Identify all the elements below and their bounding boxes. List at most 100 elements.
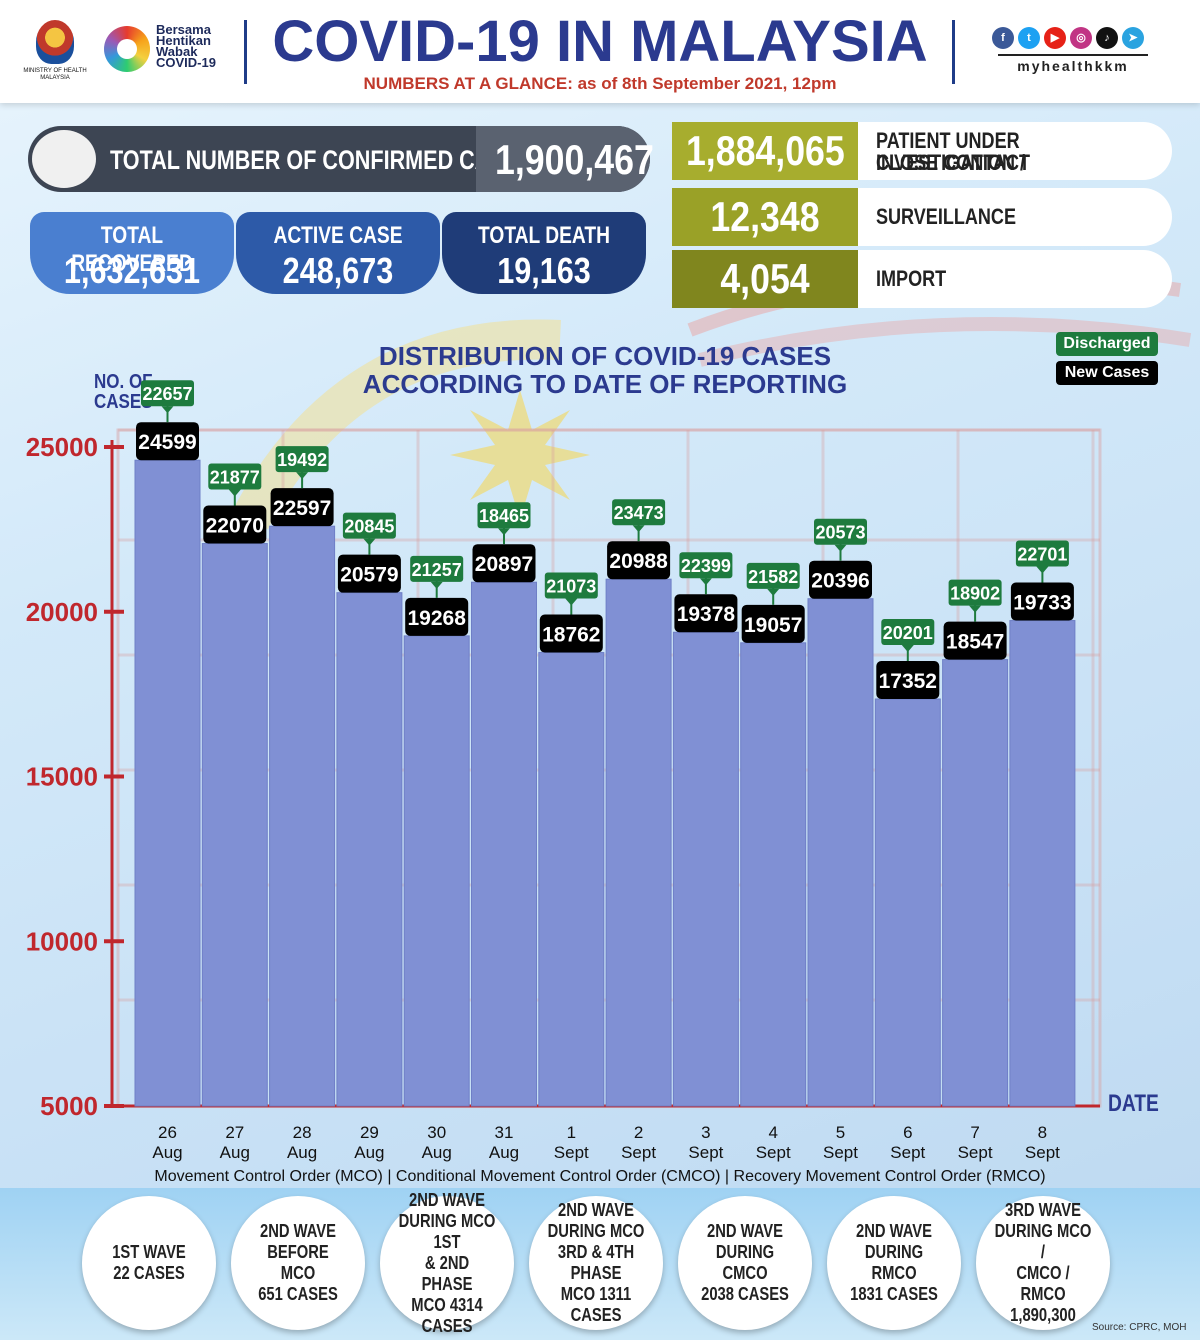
surveillance-value-box: 12,348 — [672, 188, 858, 246]
discharged-pointer — [161, 406, 174, 414]
x-tick-label: Aug — [152, 1143, 182, 1162]
campaign-mark-icon — [104, 26, 150, 72]
x-tick-label: Aug — [489, 1143, 519, 1162]
confirmed-value-box — [476, 126, 650, 192]
x-tick-label: 2 — [634, 1123, 643, 1142]
discharged-label: 21877 — [210, 468, 260, 488]
instagram-icon[interactable]: ◎ — [1070, 27, 1092, 49]
new-cases-label-bg — [270, 488, 334, 527]
y-axis-label: NO. OF CASES — [94, 372, 153, 412]
new-cases-label-bg — [1010, 582, 1074, 621]
bar-new-cases — [1009, 620, 1076, 1107]
telegram-icon[interactable]: ➤ — [1122, 27, 1144, 49]
discharged-label-bg — [275, 446, 329, 473]
youtube-icon[interactable]: ▶ — [1044, 27, 1066, 49]
x-tick-label: Sept — [890, 1143, 925, 1162]
discharged-label-bg — [208, 463, 262, 490]
import-row: 4,054 IMPORT — [672, 250, 1172, 308]
wave-text: 2ND WAVE DURING MCO 3RD & 4TH PHASE MCO … — [547, 1200, 645, 1325]
discharged-label-bg — [410, 555, 464, 582]
new-cases-label-bg — [607, 541, 671, 580]
pui-label-line1: PATIENT UNDER INVESTIGATION / — [876, 128, 1026, 175]
x-tick-label: 4 — [768, 1123, 777, 1142]
discharged-pointer — [901, 645, 914, 653]
ministry-crest-logo: MINISTRY OF HEALTH MALAYSIA — [22, 18, 88, 88]
discharged-label: 22399 — [681, 556, 731, 576]
x-tick-label: 26 — [158, 1123, 177, 1142]
discharged-label-bg — [544, 572, 598, 599]
discharged-label: 23473 — [614, 503, 664, 523]
new-cases-label: 19733 — [1013, 592, 1071, 615]
import-label-box: IMPORT — [858, 250, 1172, 308]
discharged-label-bg — [1015, 540, 1069, 567]
bar-new-cases — [672, 631, 739, 1107]
wave-circle: 3RD WAVE DURING MCO / CMCO / RMCO 1,890,… — [976, 1196, 1110, 1330]
new-cases-label-bg — [741, 604, 805, 643]
new-cases-label: 22070 — [206, 515, 264, 538]
x-tick-label: Sept — [1025, 1143, 1060, 1162]
crest-emblem-icon — [36, 20, 74, 64]
bar-new-cases — [740, 642, 807, 1107]
wave-text: 3RD WAVE DURING MCO / CMCO / RMCO 1,890,… — [994, 1200, 1092, 1325]
tiktok-icon[interactable]: ♪ — [1096, 27, 1118, 49]
campaign-line: COVID-19 — [156, 55, 216, 70]
facebook-icon[interactable]: f — [992, 27, 1014, 49]
twitter-icon[interactable]: t — [1018, 27, 1040, 49]
discharged-label-bg — [746, 562, 800, 589]
discharged-pointer — [699, 578, 712, 586]
x-tick-label: 29 — [360, 1123, 379, 1142]
new-cases-label-bg — [674, 594, 738, 633]
surveillance-label-box: SURVEILLANCE — [858, 188, 1172, 246]
y-axis-label-line: CASES — [94, 391, 153, 413]
x-tick-label: 7 — [970, 1123, 979, 1142]
discharged-label: 20573 — [815, 523, 865, 543]
discharged-label: 21582 — [748, 567, 798, 587]
bar-new-cases — [134, 459, 201, 1107]
new-cases-label: 18547 — [946, 631, 1004, 654]
x-tick-label: 8 — [1038, 1123, 1047, 1142]
recovered-label: TOTAL RECOVERED — [71, 222, 193, 277]
page-title: COVID-19 IN MALAYSIA — [272, 9, 928, 74]
chart-title-line: ACCORDING TO DATE OF REPORTING — [362, 369, 848, 399]
x-tick-label: Sept — [688, 1143, 723, 1162]
wave-circle: 2ND WAVE DURING CMCO 2038 CASES — [678, 1196, 812, 1330]
wave-circle: 2ND WAVE DURING RMCO 1831 CASES — [827, 1196, 961, 1330]
discharged-label-bg — [814, 518, 867, 545]
x-tick-label: Sept — [621, 1143, 656, 1162]
import-value: 4,054 — [720, 255, 810, 302]
chart-title-line: DISTRIBUTION OF COVID-19 CASES — [378, 341, 832, 371]
import-value-box: 4,054 — [672, 250, 858, 308]
y-axis-label-line: NO. OF — [94, 371, 153, 393]
pui-label-box: PATIENT UNDER INVESTIGATION / CLOSE CONT… — [858, 122, 1172, 180]
discharged-label: 22657 — [142, 384, 192, 404]
new-cases-label-bg — [539, 614, 603, 653]
discharged-pointer — [363, 538, 376, 546]
x-tick-label: Aug — [354, 1143, 384, 1162]
campaign-logo: Bersama Hentikan Wabak COVID-19 — [104, 23, 228, 76]
discharged-label-bg — [141, 380, 194, 407]
new-cases-label: 22597 — [273, 497, 331, 520]
active-value: 248,673 — [282, 250, 394, 291]
x-axis-label: DATE — [1108, 1090, 1159, 1117]
mco-caption: Movement Control Order (MCO) | Condition… — [154, 1168, 1046, 1185]
source-note: Source: CPRC, MOH — [1092, 1322, 1187, 1333]
page-subtitle: NUMBERS AT A GLANCE: as of 8th September… — [363, 74, 837, 93]
header-divider — [244, 20, 247, 84]
new-cases-label: 20396 — [811, 570, 869, 593]
bar-new-cases — [403, 635, 470, 1107]
wave-circle: 2ND WAVE DURING MCO 3RD & 4TH PHASE MCO … — [529, 1196, 663, 1330]
discharged-pointer — [565, 598, 578, 606]
x-tick-label: 27 — [225, 1123, 244, 1142]
wave-text: 2ND WAVE BEFORE MCO 651 CASES — [258, 1221, 338, 1304]
surveillance-row: 12,348 SURVEILLANCE — [672, 188, 1172, 246]
legend-discharged: Discharged — [1056, 332, 1158, 356]
discharged-label-bg — [477, 502, 531, 529]
header-bar: MINISTRY OF HEALTH MALAYSIA Bersama Hent… — [0, 0, 1200, 103]
wave-circle: 2ND WAVE DURING MCO 1ST & 2ND PHASE MCO … — [380, 1190, 514, 1336]
wave-circle: 1ST WAVE 22 CASES — [82, 1196, 216, 1330]
wave-text: 2ND WAVE DURING CMCO 2038 CASES — [701, 1221, 789, 1304]
y-tick-label: 10000 — [26, 926, 98, 956]
recovered-box: TOTAL RECOVERED 1,632,631 — [30, 212, 234, 294]
new-cases-label-bg — [136, 422, 199, 461]
discharged-pointer — [969, 605, 982, 613]
